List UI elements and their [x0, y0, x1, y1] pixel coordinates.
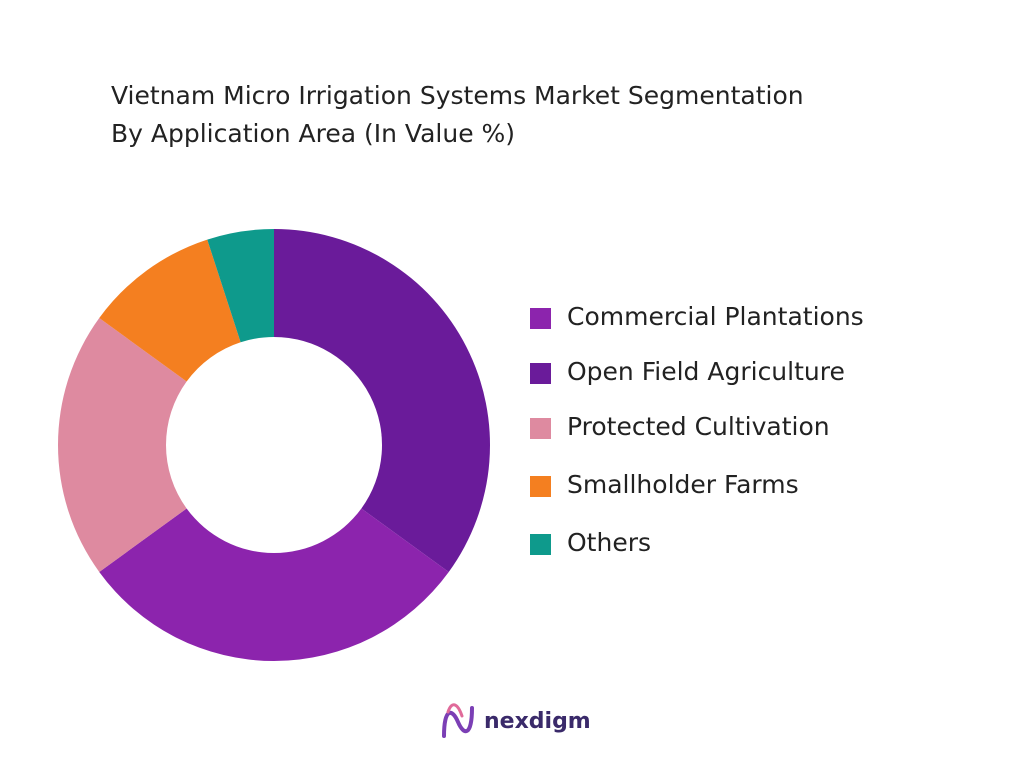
donut-slice — [57, 318, 187, 572]
legend-label: Commercial Plantations — [567, 302, 864, 331]
donut-slice — [274, 229, 490, 572]
chart-title: By Application Area (In Value %) — [111, 119, 515, 148]
donut-slice — [207, 229, 274, 343]
legend-swatch — [530, 534, 551, 555]
legend-label: Smallholder Farms — [567, 470, 799, 499]
legend-swatch — [530, 308, 551, 329]
legend-label: Others — [567, 528, 651, 557]
chart-title: Vietnam Micro Irrigation Systems Market … — [111, 81, 804, 110]
legend-label: Protected Cultivation — [567, 412, 830, 441]
legend-swatch — [530, 363, 551, 384]
logo-text: nexdigm — [484, 709, 591, 734]
logo-icon — [442, 703, 474, 738]
donut-slice — [99, 508, 449, 662]
legend-label: Open Field Agriculture — [567, 357, 845, 386]
donut-slice — [99, 239, 241, 382]
legend-swatch — [530, 476, 551, 497]
legend-swatch — [530, 418, 551, 439]
